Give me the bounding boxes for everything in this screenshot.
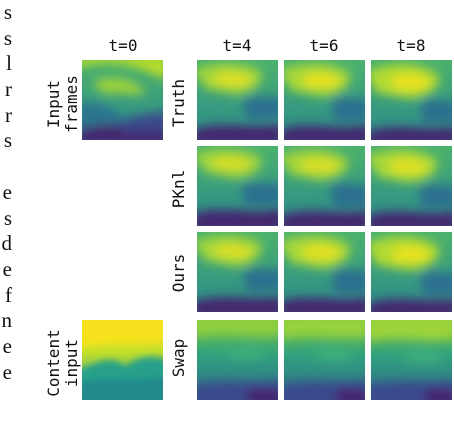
truth-t8-image [371,60,452,140]
swap-t8-image [371,320,452,400]
ours-t6-image [284,232,365,312]
ours-t4-image [197,232,278,312]
input-frame-image [82,60,163,140]
truth-t6-image [284,60,365,140]
content-input-image [82,320,163,400]
pknl-t6-image [284,146,365,226]
text-fragment: n [1,308,13,333]
swap-t4-image [197,320,278,400]
truth-t4-image [197,60,278,140]
row-label-pknl: PKnl [169,169,188,209]
row-label-content-input: Content input [44,329,81,397]
row-label-swap: Swap [169,338,188,378]
text-fragment: e [2,179,12,204]
column-label-t4: t=4 [222,36,252,55]
column-label-t8: t=8 [396,36,426,55]
text-fragment: r [5,102,12,127]
cropped-body-text: s s l r r s e s d e f n e e [0,0,13,385]
ours-t8-image [371,232,452,312]
text-fragment: s [3,205,12,230]
text-fragment: e [2,256,12,281]
text-fragment [0,154,12,180]
pknl-t8-image [371,146,452,226]
text-fragment: f [5,282,12,307]
pknl-t4-image [197,146,278,226]
swap-t6-image [284,320,365,400]
text-fragment: d [1,231,13,256]
text-fragment: s [3,25,12,50]
text-fragment: r [5,77,12,102]
text-fragment: e [2,333,12,358]
text-fragment: l [6,51,12,76]
row-label-ours: Ours [169,253,188,293]
row-label-truth: Truth [169,78,188,128]
text-fragment: s [3,0,12,24]
column-label-t6: t=6 [309,36,339,55]
row-label-input-frames: Input frames [44,75,81,133]
text-fragment: e [2,359,12,384]
column-label-t0: t=0 [108,36,138,55]
text-fragment: s [3,128,12,153]
